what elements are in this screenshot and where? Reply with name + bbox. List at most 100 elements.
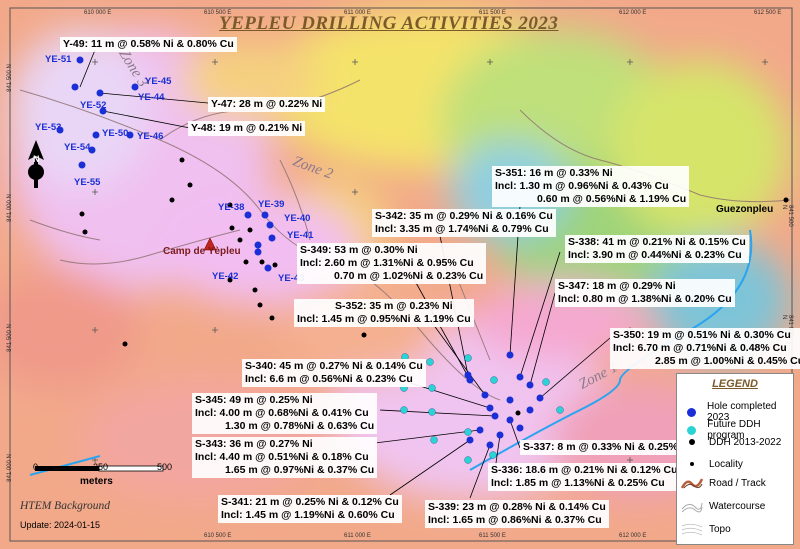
callout-line: Incl: 0.80 m @ 1.38%Ni & 0.20% Cu [558,293,732,305]
callout-line: 0.60 m @ 0.56%Ni & 1.19% Cu [537,193,687,205]
callout-s336: S-336: 18.6 m @ 0.21% Ni & 0.12% Cu Incl… [488,463,681,491]
town-label: Guezonpleu [716,204,774,215]
callout-line: S-337: 8 m @ 0.33% Ni & 0.25% Cu [523,441,695,453]
grid-tick-right: 841 500 N [781,205,793,227]
legend-item: Watercourse [681,499,765,513]
callout-line: S-351: 16 m @ 0.33% Ni [495,167,613,179]
hole-label: YE-51 [45,54,72,65]
callout-line: Y-49: 11 m @ 0.58% Ni & 0.80% Cu [63,38,234,50]
callout-s343: S-343: 36 m @ 0.27% Ni Incl: 4.40 m @ 0.… [192,437,378,478]
legend-item: Future DDH program [681,419,793,441]
hole-label: YE-52 [80,100,107,111]
callout-line: S-350: 19 m @ 0.51% Ni & 0.30% Cu [613,329,791,341]
callout-line: S-338: 41 m @ 0.21% Ni & 0.15% Cu [568,236,746,248]
hole-label: YE-39 [258,199,285,210]
ddh-2013-2022-points [79,157,789,416]
callout-line: Incl: 1.30 m @ 0.96%Ni & 0.43% Cu [495,180,669,192]
callout-line: 0.70 m @ 1.02%Ni & 0.23% Cu [334,270,484,282]
scale-tick: 0 [33,462,39,472]
north-letter: N [33,154,40,164]
road-icon [681,478,703,489]
callout-line: S-341: 21 m @ 0.25% Ni & 0.12% Cu [221,496,399,508]
callout-line: Incl: 4.40 m @ 0.51%Ni & 0.18% Cu [195,451,369,463]
callout-s347: S-347: 18 m @ 0.29% Ni Incl: 0.80 m @ 1.… [555,279,735,307]
grid-tick-top: 611 500 E [479,10,506,16]
grid-tick-left: 841 000 N [6,194,13,222]
legend-item: Topo [681,522,731,536]
grid-tick-left: 841 500 N [6,64,13,92]
callout-line: Y-47: 28 m @ 0.22% Ni [211,98,323,110]
tracks [19,79,791,401]
grid-tick-bottom: 611 000 E [344,533,371,539]
callout-s342: S-342: 35 m @ 0.29% Ni & 0.16% Cu Incl: … [372,209,556,237]
hole-label: YE-53 [35,122,62,133]
callout-y47: Y-47: 28 m @ 0.22% Ni [208,97,326,112]
blue-dot-icon [686,407,696,417]
legend-item: Hole completed 2023 [681,401,793,423]
callout-s352: S-352: 35 m @ 0.23% Ni Incl: 1.45 m @ 0.… [294,299,474,327]
locality-dot-icon [690,462,694,466]
scale-tick: 250 [93,462,109,472]
callout-line: 1.30 m @ 0.78%Ni & 0.63% Cu [225,420,375,432]
legend-label: DDH 2013-2022 [709,436,782,448]
callout-line: S-347: 18 m @ 0.29% Ni [558,280,676,292]
hole-label: YE-42 [212,271,239,282]
callout-line: Incl: 4.00 m @ 0.68%Ni & 0.41% Cu [195,407,369,419]
callout-s337: S-337: 8 m @ 0.33% Ni & 0.25% Cu [520,440,698,455]
callout-line: Incl: 3.90 m @ 0.44%Ni & 0.23% Cu [568,249,742,261]
callout-line: Incl: 1.85 m @ 1.13%Ni & 0.25% Cu [491,477,665,489]
black-dot-icon [689,439,695,445]
legend-item: Locality [681,457,743,471]
legend-item: DDH 2013-2022 [681,435,781,449]
callout-line: S-339: 23 m @ 0.28% Ni & 0.14% Cu [428,501,606,513]
scale-tick: 500 [157,462,173,472]
callout-line: S-352: 35 m @ 0.23% Ni [335,300,453,312]
callout-line: S-336: 18.6 m @ 0.21% Ni & 0.12% Cu [491,464,678,476]
legend-label: Locality [709,458,743,470]
legend: LEGEND Hole completed 2023 Future DDH pr… [676,373,794,545]
completed-hole-points [56,56,544,449]
hole-label: YE-54 [64,142,91,153]
future-ddh-points [400,353,564,464]
hole-label: YE-43 [278,273,305,284]
legend-label: Hole completed 2023 [707,401,777,423]
hole-label: YE-41 [287,230,314,241]
callout-line: Incl: 3.35 m @ 1.74%Ni & 0.79% Cu [375,223,549,235]
callout-s339: S-339: 23 m @ 0.28% Ni & 0.14% Cu Incl: … [425,500,609,528]
grid-tick-top: 612 500 E [754,10,782,16]
callout-leaders [79,49,611,499]
callout-s350: S-350: 19 m @ 0.51% Ni & 0.30% Cu Incl: … [610,328,800,369]
legend-label: Watercourse [709,500,766,512]
callout-s351: S-351: 16 m @ 0.33% Ni Incl: 1.30 m @ 0.… [492,166,690,207]
callout-y48: Y-48: 19 m @ 0.21% Ni [188,121,306,136]
map-title: YEPLEU DRILLING ACTIVITIES 2023 [219,13,559,34]
callout-s340: S-340: 45 m @ 0.27% Ni & 0.14% Cu Incl: … [242,359,426,387]
legend-item: Road / Track [681,476,766,490]
grid-tick-top: 610 000 E [84,10,112,16]
callout-s338: S-338: 41 m @ 0.21% Ni & 0.15% Cu Incl: … [565,235,749,263]
callout-line: S-342: 35 m @ 0.29% Ni & 0.16% Cu [375,210,553,222]
watercourse-icon [681,502,703,513]
hole-label: YE-38 [218,202,245,213]
grid-tick-top: 611 000 E [344,10,371,16]
legend-title: LEGEND [712,378,758,390]
hole-label: YE-46 [137,131,164,142]
callout-line: 2.85 m @ 1.00%Ni & 0.45% Cu [655,355,800,367]
callout-line: Incl: 1.45 m @ 1.19%Ni & 0.60% Cu [221,509,395,521]
callout-line: Incl: 6.6 m @ 0.56%Ni & 0.23% Cu [245,373,413,385]
callout-s349: S-349: 53 m @ 0.30% Ni Incl: 2.60 m @ 1.… [297,243,487,284]
topo-icon [681,523,703,536]
callout-line: S-349: 53 m @ 0.30% Ni [300,244,418,256]
grid-tick-top: 612 000 E [619,10,647,16]
callout-line: Incl: 6.70 m @ 0.71%Ni & 0.48% Cu [613,342,787,354]
callout-y49: Y-49: 11 m @ 0.58% Ni & 0.80% Cu [60,37,237,52]
hole-label: YE-40 [284,213,311,224]
callout-line: 1.65 m @ 0.97%Ni & 0.37% Cu [225,464,375,476]
grid-tick-left: 841 000 N [6,454,13,482]
grid-tick-top: 610 500 E [204,10,232,16]
background-note: HTEM Background [20,500,110,512]
hole-label: YE-44 [138,92,165,103]
grid-tick-bottom: 610 500 E [204,533,232,539]
callout-s341: S-341: 21 m @ 0.25% Ni & 0.12% Cu Incl: … [218,495,402,523]
callout-line: Incl: 1.65 m @ 0.86%Ni & 0.37% Cu [428,514,602,526]
